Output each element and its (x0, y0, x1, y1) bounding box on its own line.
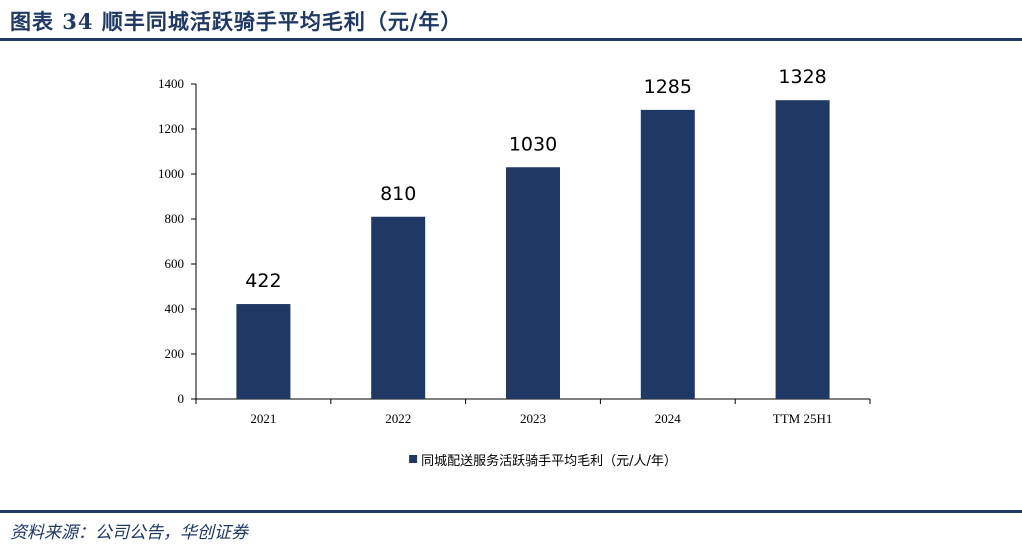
x-tick-label: TTM 25H1 (773, 411, 833, 426)
figure-title: 图表 34 顺丰同城活跃骑手平均毛利（元/年） (10, 9, 463, 34)
legend-swatch (409, 455, 418, 463)
y-tick-label: 600 (165, 256, 185, 271)
bar (371, 216, 426, 399)
bar (236, 304, 291, 399)
y-tick-label: 1200 (158, 121, 184, 136)
footer-divider (0, 510, 1022, 513)
y-tick-label: 0 (178, 391, 185, 406)
x-tick-label: 2023 (520, 411, 546, 426)
source-note: 资料来源：公司公告，华创证券 (10, 523, 248, 543)
data-label: 810 (380, 183, 416, 205)
y-tick-label: 400 (165, 301, 185, 316)
data-label: 1328 (778, 66, 826, 88)
y-tick-label: 1000 (158, 166, 184, 181)
data-label: 1030 (509, 133, 557, 155)
data-label: 422 (245, 270, 281, 292)
bar-chart: 0 200 400 600 800 1000 1200 1400 422 2021 810 2022 1… (158, 66, 871, 469)
x-tick-label: 2021 (250, 411, 276, 426)
bar (640, 109, 695, 399)
x-tick-label: 2022 (385, 411, 411, 426)
y-tick-label: 200 (165, 346, 185, 361)
bar (775, 100, 830, 399)
y-tick-label: 800 (165, 211, 185, 226)
x-tick-label: 2024 (655, 411, 682, 426)
legend-label: 同城配送服务活跃骑手平均毛利（元/人/年） (421, 453, 677, 469)
title-divider (0, 38, 1022, 41)
bar (506, 167, 560, 399)
data-label: 1285 (644, 76, 692, 98)
y-tick-label: 1400 (158, 76, 184, 91)
